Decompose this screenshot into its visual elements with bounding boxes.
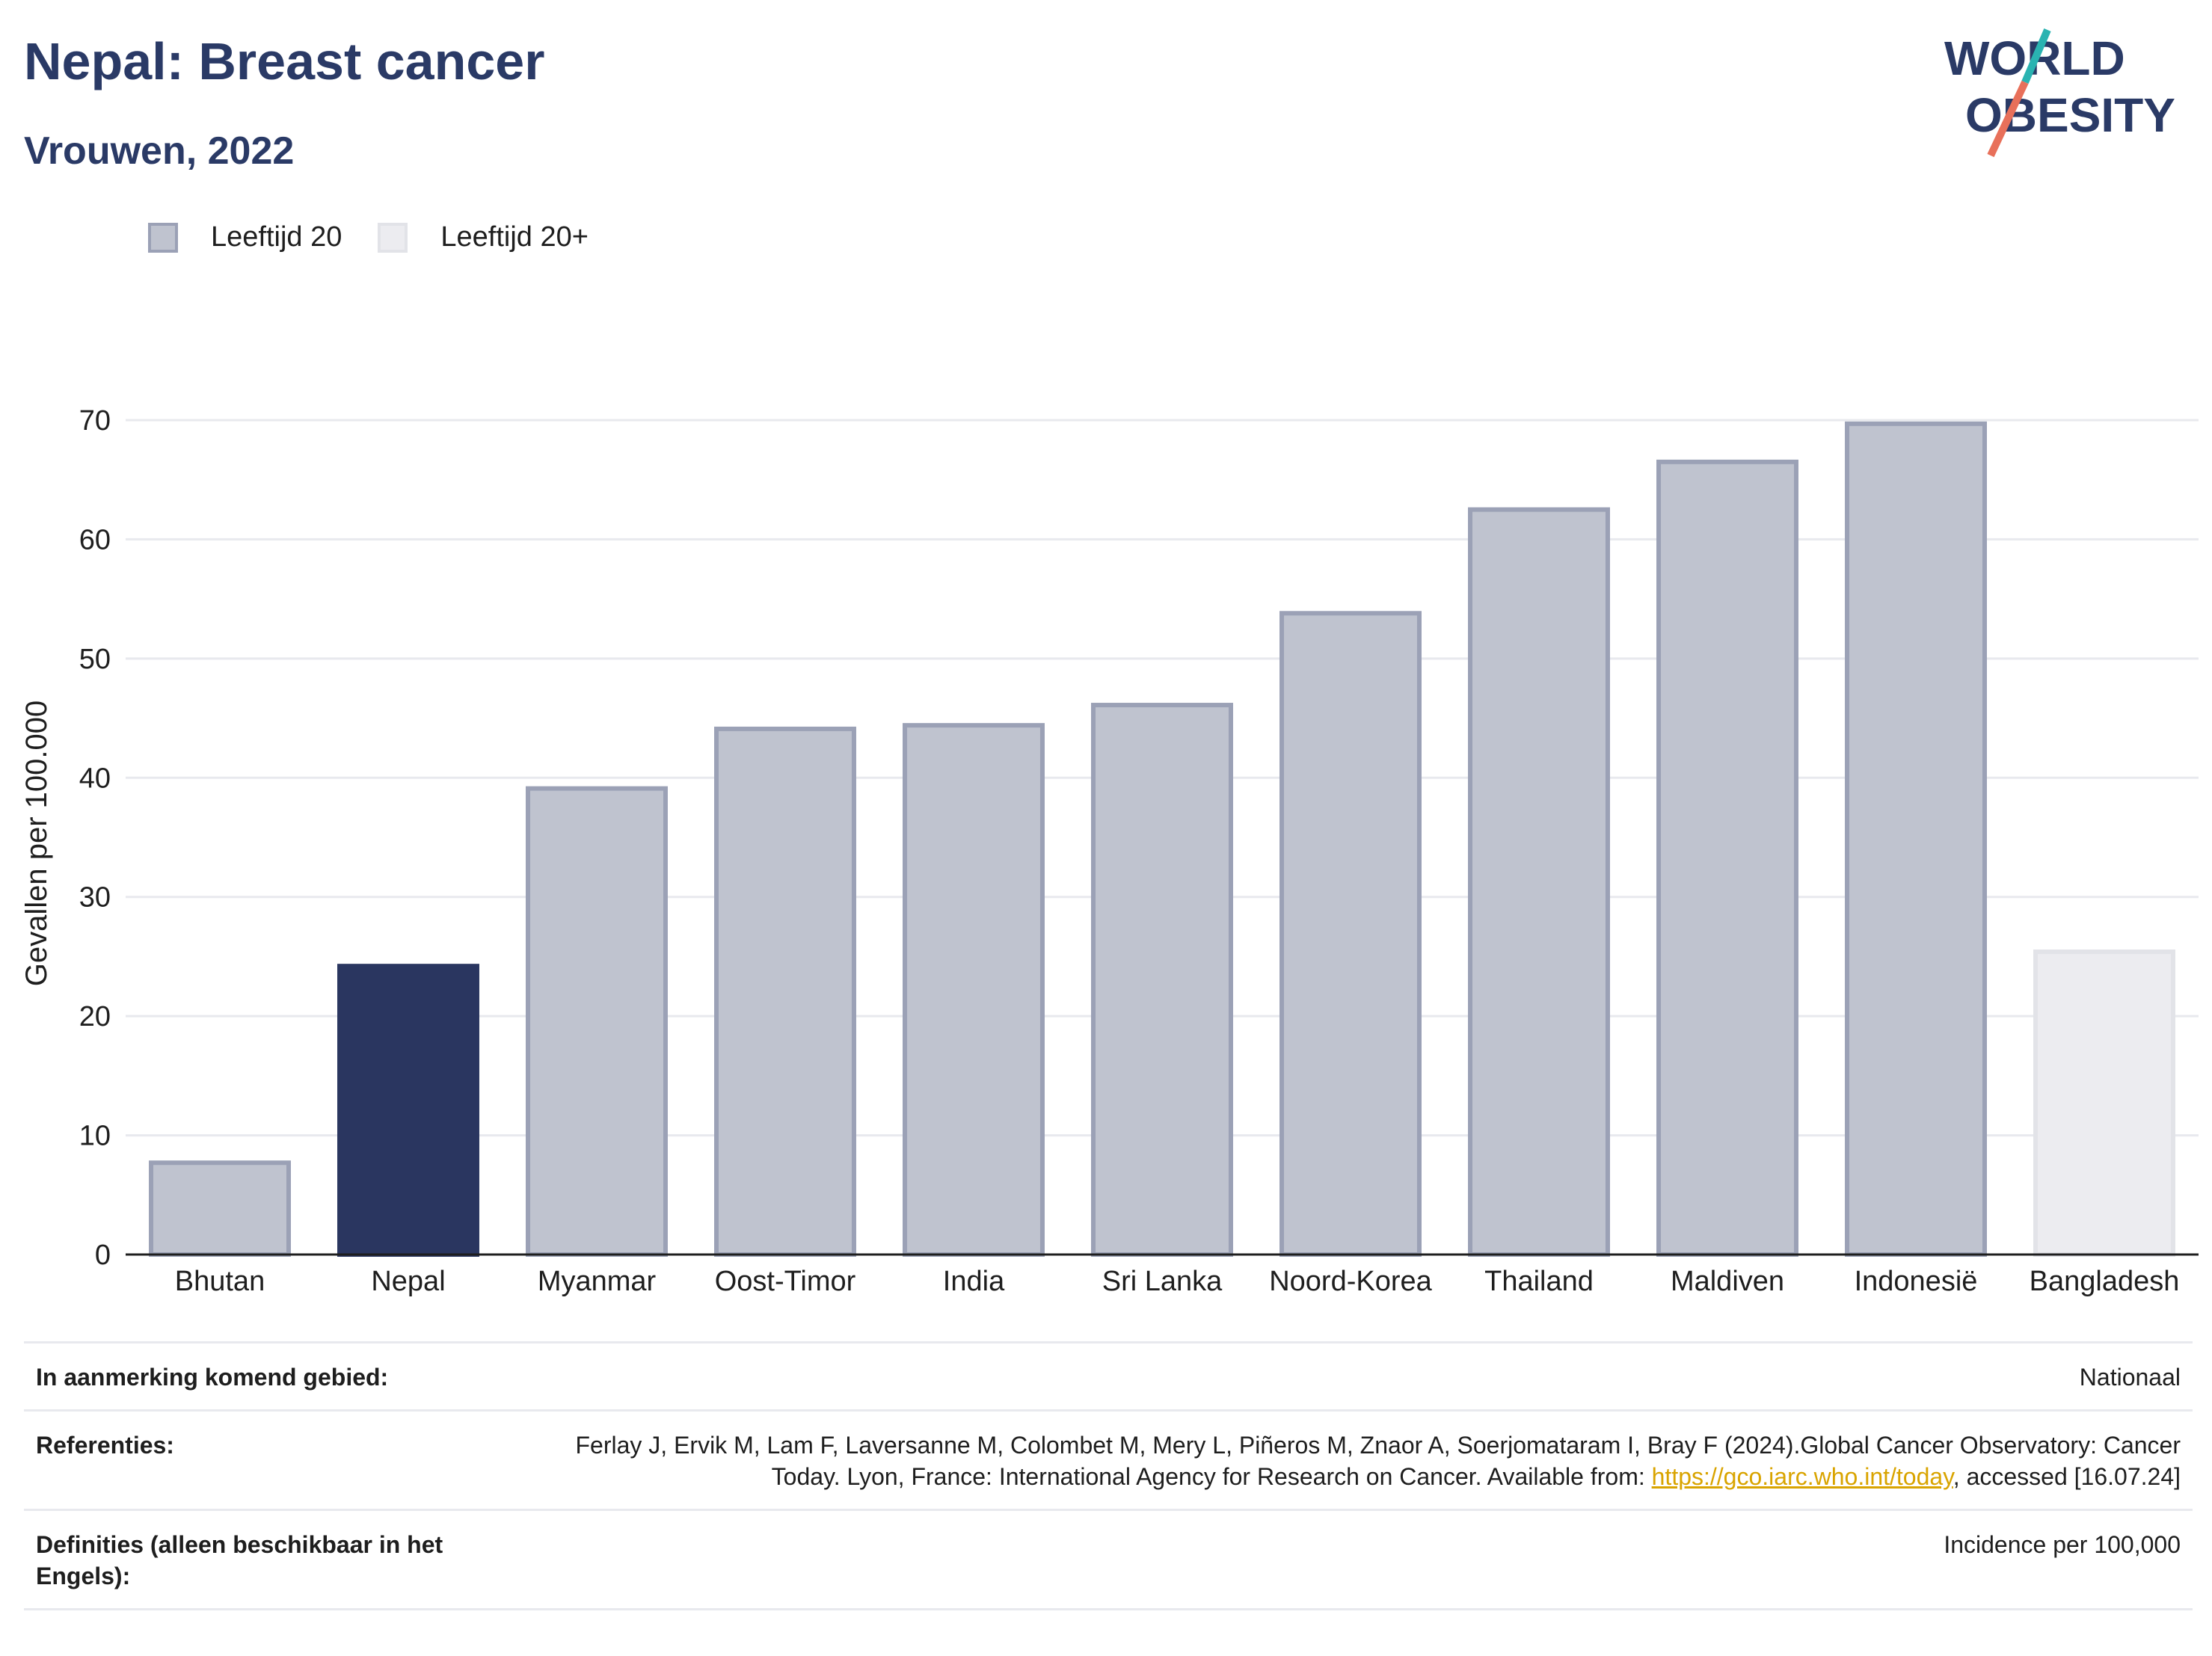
- y-tick-label: 50: [79, 644, 111, 675]
- bar-chart: 0 10 20 30 40 50 60 70 Bhutan Nepal Myanmar Oost-T…: [20, 405, 2199, 1297]
- logo-slash-top: [2021, 28, 2051, 84]
- bar-oost-timor[interactable]: [714, 726, 856, 1258]
- y-tick-label: 40: [79, 763, 111, 794]
- logo-slash-bottom: [1987, 80, 2029, 158]
- world-obesity-logo: WORLD OBESITY: [1944, 28, 2175, 158]
- reference-accessed: , accessed [16.07.24]: [1953, 1463, 2181, 1490]
- footer-row-references: Referenties: Ferlay J, Ervik M, Lam F, L…: [24, 1409, 2193, 1509]
- chart-title: Nepal: Breast cancer: [24, 32, 545, 90]
- x-tick-label: Bangladesh: [2030, 1266, 2180, 1297]
- x-tick-labels: Bhutan Nepal Myanmar Oost-Timor India Sri Lan…: [175, 1266, 2180, 1297]
- y-tick-label: 70: [79, 405, 111, 437]
- legend-label-age20plus: Leeftijd 20+: [440, 221, 589, 253]
- y-tick-label: 10: [79, 1121, 111, 1152]
- footer-label-references: Referenties:: [36, 1432, 174, 1459]
- footer-label-definitions: Definities (alleen beschikbaar in het En…: [36, 1531, 443, 1589]
- x-tick-label: Thailand: [1484, 1266, 1594, 1297]
- bar-maldiven[interactable]: [1656, 459, 1798, 1257]
- y-tick-label: 0: [95, 1240, 111, 1271]
- x-tick-label: India: [943, 1266, 1005, 1297]
- footer-label-region: In aanmerking komend gebied:: [36, 1364, 389, 1391]
- footer-row-region: In aanmerking komend gebied: Nationaal: [24, 1341, 2193, 1409]
- bars: [149, 421, 2175, 1258]
- footer-table: In aanmerking komend gebied: Nationaal R…: [24, 1341, 2193, 1610]
- bar-noord-korea[interactable]: [1279, 611, 1422, 1257]
- x-tick-label: Maldiven: [1671, 1266, 1784, 1297]
- footer-row-definitions: Definities (alleen beschikbaar in het En…: [24, 1509, 2193, 1610]
- legend-label-age20: Leeftijd 20: [211, 221, 342, 253]
- x-tick-label: Oost-Timor: [715, 1266, 856, 1297]
- legend-swatch-age20plus: [378, 222, 408, 253]
- legend: Leeftijd 20 Leeftijd 20+: [148, 221, 624, 253]
- x-tick-label: Indonesië: [1855, 1266, 1978, 1297]
- legend-item-age20[interactable]: Leeftijd 20: [148, 221, 342, 253]
- x-tick-label: Bhutan: [175, 1266, 265, 1297]
- bar-sri-lanka[interactable]: [1091, 703, 1233, 1257]
- x-tick-label: Noord-Korea: [1269, 1266, 1432, 1297]
- footer-value-region: Nationaal: [2079, 1364, 2181, 1391]
- reference-text: Ferlay J, Ervik M, Lam F, Laversanne M, …: [575, 1432, 2181, 1490]
- chart-subtitle: Vrouwen, 2022: [24, 129, 295, 173]
- footer-value-definitions: Incidence per 100,000: [1944, 1531, 2181, 1558]
- bar-india[interactable]: [903, 723, 1045, 1257]
- bar-thailand[interactable]: [1468, 507, 1610, 1258]
- y-tick-label: 20: [79, 1001, 111, 1032]
- bar-bhutan[interactable]: [149, 1160, 291, 1257]
- reference-link[interactable]: https://gco.iarc.who.int/today: [1651, 1463, 1953, 1490]
- y-tick-label: 60: [79, 524, 111, 555]
- y-tick-labels: 0 10 20 30 40 50 60 70: [79, 405, 111, 1271]
- bar-bangladesh[interactable]: [2033, 949, 2175, 1258]
- bar-indonesi-[interactable]: [1845, 421, 1987, 1258]
- y-tick-label: 30: [79, 882, 111, 914]
- bar-myanmar[interactable]: [526, 786, 668, 1257]
- x-tick-label: Sri Lanka: [1102, 1266, 1223, 1297]
- legend-swatch-age20: [148, 222, 178, 253]
- bar-nepal[interactable]: [337, 964, 479, 1257]
- footer-value-references: Ferlay J, Ervik M, Lam F, Laversanne M, …: [550, 1429, 2181, 1492]
- legend-item-age20plus[interactable]: Leeftijd 20+: [378, 221, 589, 253]
- y-axis-title: Gevallen per 100.000: [20, 701, 53, 987]
- x-tick-label: Nepal: [371, 1266, 445, 1297]
- x-tick-label: Myanmar: [538, 1266, 657, 1297]
